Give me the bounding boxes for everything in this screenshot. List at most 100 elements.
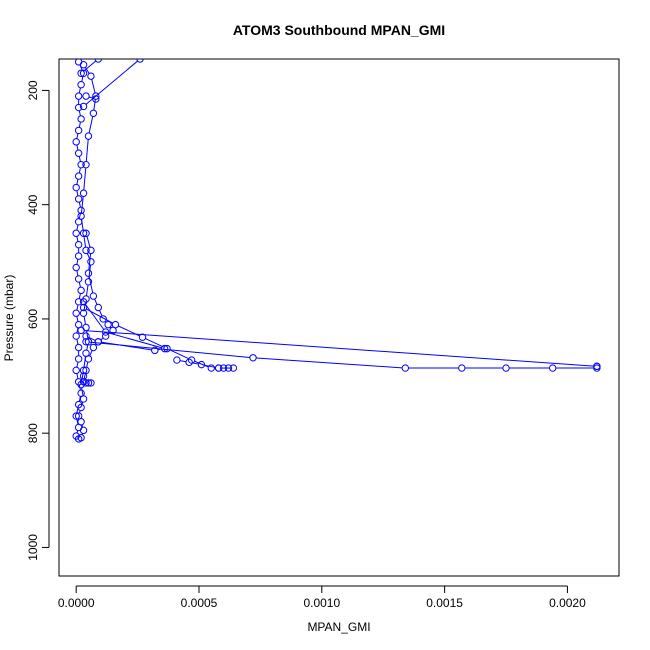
data-point (79, 303, 88, 312)
data-point (138, 333, 147, 341)
data-point (89, 292, 98, 300)
data-point (224, 364, 233, 372)
data-point (89, 109, 98, 117)
series-line-segment (88, 253, 92, 271)
series-line-segment (81, 219, 84, 231)
data-point (87, 379, 95, 387)
data-point (79, 69, 88, 77)
data-point (77, 403, 85, 412)
data-point (593, 362, 601, 371)
data-point (101, 332, 110, 340)
series-line-segment (85, 139, 89, 162)
data-point (151, 346, 159, 355)
series-line-segment (76, 304, 79, 311)
series-line-segment (88, 336, 96, 341)
data-point (214, 364, 223, 372)
data-point (74, 172, 83, 180)
series-line-segment (78, 281, 81, 288)
data-point (74, 298, 83, 306)
data-point (87, 258, 95, 266)
data-point (84, 269, 93, 277)
series-line-segment (78, 213, 81, 219)
data-point (84, 132, 93, 140)
data-point (94, 303, 102, 312)
series-line-segment (86, 344, 89, 351)
data-point (185, 358, 193, 367)
data-point (74, 252, 83, 260)
data-point (94, 338, 102, 346)
series-line-segment (94, 298, 98, 305)
series-line-segment (76, 144, 79, 151)
data-point (87, 72, 95, 80)
data-point (82, 338, 90, 346)
data-point (79, 372, 88, 380)
data-point (84, 278, 93, 286)
data-point (74, 355, 83, 363)
series-line-segment (93, 99, 96, 111)
data-point (72, 332, 80, 340)
data-point (160, 344, 169, 353)
series-line-segment (86, 361, 89, 368)
plot-area-frame (58, 58, 620, 577)
series-line-segment (85, 284, 89, 296)
data-point (72, 412, 80, 420)
data-point (79, 229, 88, 237)
series-line-segment (204, 364, 216, 368)
series-line-segment (101, 341, 152, 351)
series-line-segment (76, 236, 79, 242)
series-line-segment (157, 348, 162, 351)
series-line-segment (78, 167, 81, 174)
series-line-segment (76, 224, 79, 231)
series-line-segment (76, 339, 79, 345)
series-line-segment (179, 360, 187, 363)
x-tick-label: 0.0015 (426, 596, 463, 610)
series-7 (79, 298, 169, 355)
data-point (104, 320, 112, 329)
data-point (87, 246, 95, 255)
data-point (72, 138, 80, 146)
series-line-segment (145, 338, 165, 348)
data-point (77, 69, 85, 77)
data-point (79, 61, 88, 69)
data-point (84, 355, 93, 363)
series-8 (79, 372, 95, 387)
data-point (249, 354, 257, 362)
data-point (74, 149, 83, 157)
data-point (72, 263, 80, 272)
series-line-segment (83, 316, 86, 325)
series-line-segment (78, 156, 81, 162)
data-point (197, 360, 206, 369)
y-tick-label: 800 (26, 423, 40, 443)
series-line-segment (83, 167, 87, 191)
series-line-segment (76, 270, 79, 276)
data-point (77, 115, 85, 123)
chart-title: ATOM3 Southbound MPAN_GMI (233, 22, 445, 38)
series-line-segment (76, 133, 79, 139)
data-point (173, 356, 181, 364)
data-point (79, 189, 88, 197)
data-point (187, 356, 196, 364)
data-point (82, 332, 90, 340)
series-line-segment (83, 373, 86, 379)
data-point (74, 126, 83, 135)
data-point (77, 81, 85, 89)
data-point (548, 364, 557, 372)
data-point (163, 344, 171, 353)
data-point (92, 92, 100, 100)
data-point (89, 343, 98, 352)
data-point (72, 366, 80, 375)
y-tick-label: 600 (26, 309, 40, 329)
series-line-segment (86, 236, 91, 248)
series-line-segment (76, 316, 79, 322)
series-line-segment (85, 304, 105, 330)
series-line-segment (256, 357, 403, 369)
data-point (219, 364, 228, 372)
data-point (82, 229, 90, 237)
series-line-segment (99, 310, 103, 317)
data-point (99, 315, 107, 323)
plot-series-group (72, 59, 601, 443)
series-line-segment (88, 276, 94, 294)
data-point (136, 59, 144, 63)
series-line-segment (81, 373, 84, 382)
